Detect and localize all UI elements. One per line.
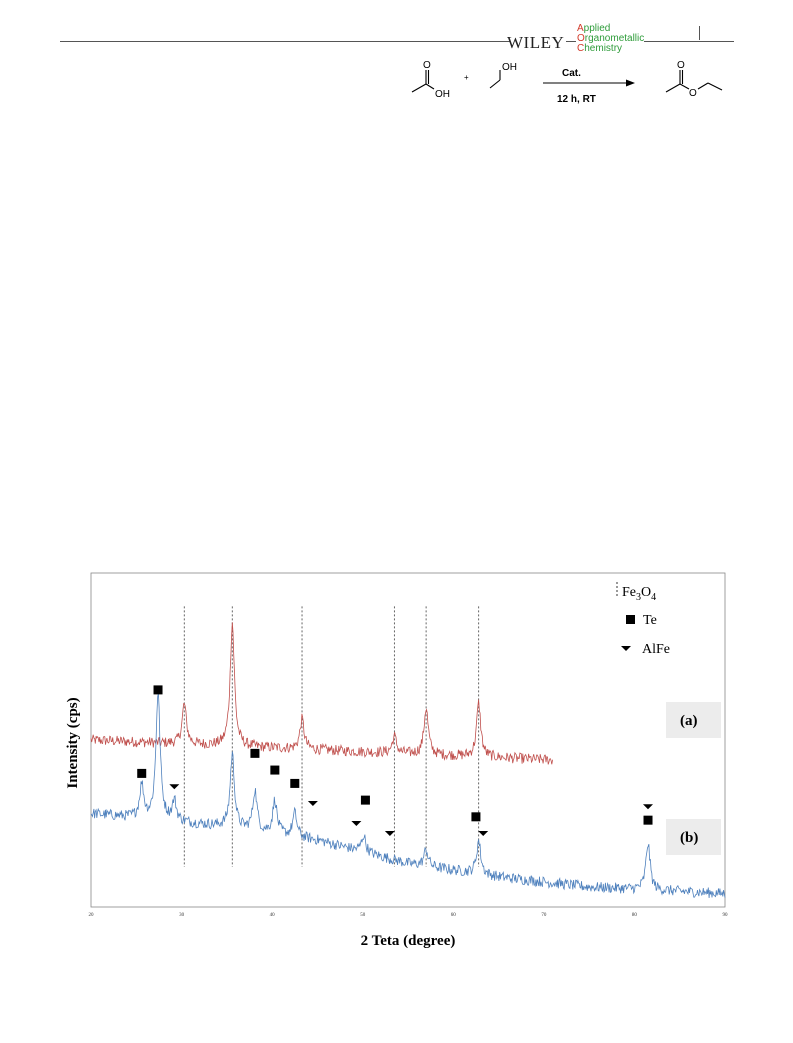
x-tick-label-30: 30 [179,913,185,918]
x-tick-label-20: 20 [89,913,95,918]
header-rule-left [60,41,510,42]
alfe-marker-9 [384,831,395,837]
te-marker-10 [471,812,481,822]
series-label-a: (a) [680,713,698,729]
plus-sign: + [464,73,469,82]
ethanol-oh-label: OH [502,62,517,73]
reaction-arrow-head [626,79,635,87]
te-marker-13 [643,815,653,825]
ethyl-acetate-structure [665,70,723,93]
legend: Fe3O4 Te AlFe [616,582,670,657]
header-rule-right [644,41,734,42]
legend-fe3o4-label: Fe3O4 [622,585,656,603]
label-b-box [666,819,721,855]
journal-line-organometallic: Organometallic [577,33,645,44]
carbonyl-oxygen-label: O [423,60,431,71]
te-marker-5 [290,778,300,788]
ethanol-structure [489,70,501,89]
series-label-b: (b) [680,830,698,846]
reaction-scheme-svg: O OH + OH Cat. 12 h, RT O O [411,60,723,105]
reaction-scheme: O OH + OH Cat. 12 h, RT O O [400,58,740,114]
journal-line-applied: Applied [577,23,611,34]
legend-alfe-label: AlFe [642,642,670,657]
x-tick-label-60: 60 [451,913,457,918]
x-tick-label-80: 80 [632,913,638,918]
conditions-label: 12 h, RT [557,94,596,105]
xrd-figure: 20 30 40 50 60 70 80 90 Fe3O4 Te AlFe (a) (b) 2… [60,565,740,955]
te-marker-0 [153,685,163,695]
te-marker-3 [250,748,260,758]
legend-te-symbol [626,615,635,624]
x-tick-label-90: 90 [723,913,729,918]
ester-carbonyl-oxygen-label: O [677,60,685,71]
publisher-logo: WILEY [507,33,565,52]
x-axis-label: 2 Teta (degree) [361,933,456,949]
page-number-tick [699,26,700,40]
header-rule-mid [566,41,576,42]
acetic-acid-structure [411,70,435,93]
alfe-marker-8 [351,821,362,826]
te-marker-7 [360,795,370,805]
alfe-marker-11 [478,831,489,837]
alfe-marker-2 [169,784,180,790]
te-marker-4 [270,765,280,775]
legend-te-label: Te [643,613,657,628]
ester-oxygen-label: O [689,88,697,99]
series-trace-a [90,622,553,765]
x-tick-label-50: 50 [360,913,366,918]
x-tick-label-40: 40 [270,913,276,918]
y-axis-label: Intensity (cps) [65,697,81,788]
x-tick-label-70: 70 [541,913,547,918]
alfe-marker-12 [643,804,654,810]
acid-oh-label: OH [435,89,450,100]
xrd-chart: 20 30 40 50 60 70 80 90 Fe3O4 Te AlFe (a) (b) 2… [65,572,729,949]
alfe-marker-6 [307,800,318,806]
catalyst-label: Cat. [562,68,581,79]
legend-alfe-symbol [621,646,631,651]
journal-name: Applied Organometallic Chemistry [577,24,644,54]
journal-line-chemistry: Chemistry [577,43,623,54]
series-trace-b [90,693,726,899]
te-marker-1 [137,768,147,778]
label-a-box [666,702,721,738]
